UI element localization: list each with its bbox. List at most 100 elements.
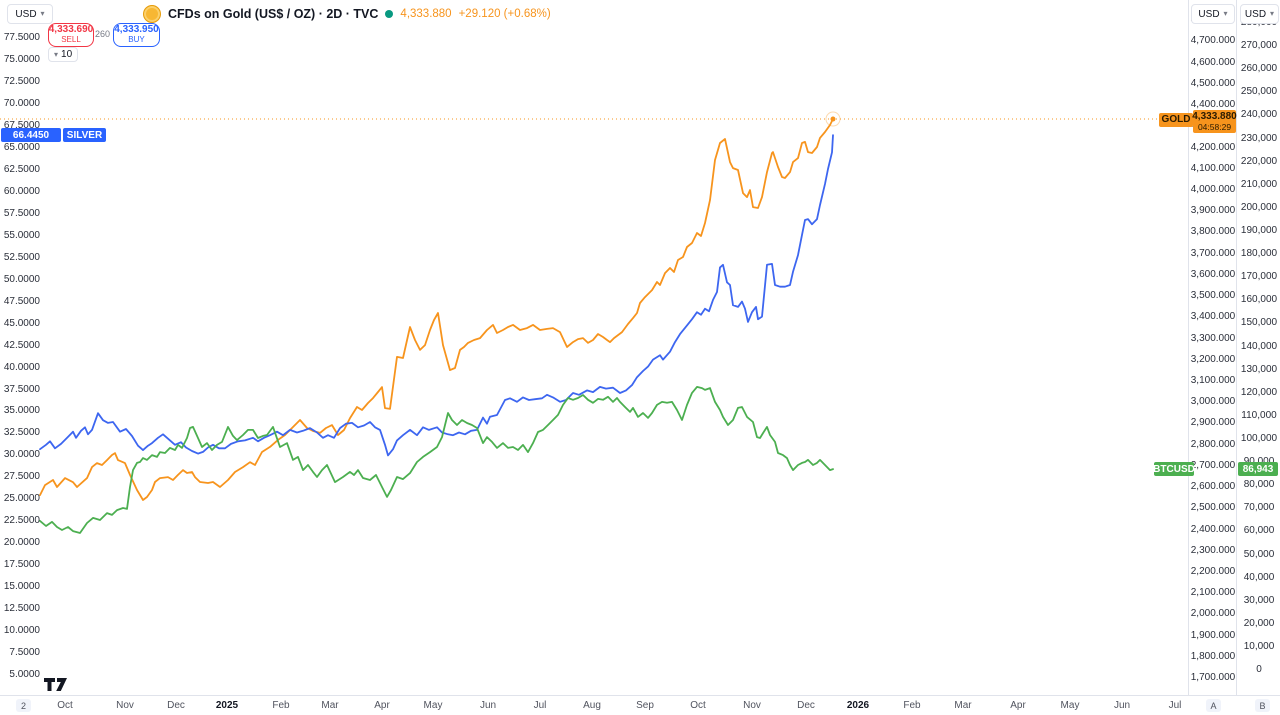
spread-value: 260 [94, 29, 111, 39]
gold-axis-tick-label: 4,200.000 [1190, 141, 1236, 153]
gold-axis-tick-label: 2,400.000 [1190, 523, 1236, 535]
silver-axis-tick-label: 65.0000 [3, 141, 40, 153]
time-axis-label: Apr [374, 700, 390, 711]
silver-axis-tick-label: 67.5000 [3, 120, 40, 131]
btc-axis-tick-label: 250,000 [1240, 86, 1278, 98]
gold-last-point-marker [830, 116, 836, 122]
btc-scale-currency-button[interactable]: USD ▾ [1240, 4, 1279, 24]
silver-axis-tick-label: 10.0000 [3, 625, 40, 637]
gold-axis-tick-label: 4,000.000 [1190, 183, 1236, 195]
silver-series-line[interactable] [39, 134, 834, 457]
time-axis-label: Aug [583, 700, 601, 711]
left-scale-currency-button[interactable]: USD ▾ [7, 4, 53, 24]
time-axis-label: Oct [690, 700, 706, 711]
btc-axis-tick-label: 110,000 [1241, 409, 1277, 421]
btc-axis-tick-label: 40,000 [1243, 571, 1275, 583]
gold-axis-tick-label: 2,700.000 [1190, 459, 1236, 471]
buy-button[interactable]: 4,333.950 BUY [113, 23, 160, 47]
silver-axis-tick-label: 25.0000 [3, 493, 40, 505]
btc-axis-tick-label: 90,000 [1237, 457, 1280, 467]
silver-axis-tick-label: 47.5000 [3, 295, 40, 307]
btc-axis-tick-label: 20,000 [1243, 617, 1275, 629]
time-axis-label: May [423, 700, 443, 711]
left-scale-currency-label: USD [15, 8, 37, 20]
time-axis-label: Feb [903, 700, 921, 711]
gold-axis-tick-label: 2,100.000 [1190, 587, 1236, 599]
gold-axis-tick-label: 2,300.000 [1190, 544, 1236, 556]
price-change: +29.120 (+0.68%) [458, 8, 551, 20]
gold-axis-tick-label: 4,100.000 [1190, 162, 1236, 174]
gold-axis-tick-label: 3,800.000 [1190, 226, 1236, 238]
btc-axis-tick-label: 260,000 [1240, 63, 1278, 75]
gold-axis-tick-label: 4,700.000 [1190, 35, 1236, 47]
silver-axis-tick-label: 50.0000 [3, 273, 40, 285]
silver-axis-tick-label: 70.0000 [3, 98, 40, 109]
silver-axis-tick-label: 35.0000 [3, 405, 40, 417]
silver-symbol-label[interactable]: SILVER [63, 128, 106, 143]
time-axis-label: 2026 [846, 700, 870, 711]
time-axis-label: Oct [57, 700, 73, 711]
btc-axis-tick-label: 150,000 [1240, 317, 1278, 329]
gold-scale-currency-label: USD [1198, 8, 1220, 20]
gold-axis-tick-label: 1,900.000 [1190, 629, 1236, 641]
btc-symbol-label[interactable]: BTCUSD [1153, 462, 1195, 477]
btc-axis-tick-label: 160,000 [1240, 294, 1278, 306]
btc-price-label: 86,943 [1238, 462, 1278, 477]
time-axis-label: Jun [479, 700, 497, 711]
timezone-button[interactable]: 2 [16, 699, 31, 712]
btc-axis-tick-label: 220,000 [1240, 155, 1278, 167]
symbol-title[interactable]: CFDs on Gold (US$ / OZ) · 2D · TVC [168, 7, 379, 21]
silver-axis-tick-label: 15.0000 [3, 581, 40, 593]
gold-countdown-timer: 04:58:29 [1197, 121, 1232, 132]
gold-symbol-label[interactable]: GOLD [1159, 112, 1193, 127]
time-axis-label: Nov [743, 700, 761, 711]
silver-axis-tick-label: 5.0000 [9, 669, 40, 680]
chevron-down-icon: ▾ [54, 50, 59, 59]
market-status-icon[interactable] [385, 10, 394, 18]
silver-axis-tick-label: 22.5000 [3, 515, 40, 527]
price-chart-canvas[interactable] [0, 0, 1188, 695]
chevron-down-icon: ▾ [40, 9, 45, 18]
gold-scale-currency-button[interactable]: USD ▾ [1191, 4, 1235, 24]
scale-a-button[interactable]: A [1206, 699, 1221, 712]
gold-axis-tick-label: 2,500.000 [1190, 502, 1236, 514]
gold-axis-tick-label: 3,900.000 [1190, 205, 1236, 217]
sell-button[interactable]: 4,333.690 SELL [48, 23, 94, 47]
silver-axis-tick-label: 45.0000 [3, 317, 40, 329]
btc-axis-tick-label: 180,000 [1240, 248, 1278, 259]
left-price-scale-silver[interactable]: 5.0000 7.5000 10.0000 12.5000 15.0000 17.5000… [0, 0, 45, 695]
time-axis-label: Jul [533, 700, 547, 711]
btc-axis-tick-label: 0 [1256, 664, 1262, 675]
silver-axis-tick-label: 7.5000 [9, 647, 40, 658]
quantity-selector[interactable]: ▾ 10 [48, 47, 79, 62]
gold-axis-tick-label: 4,600.000 [1190, 56, 1236, 68]
gold-series-line[interactable] [39, 118, 834, 501]
btc-axis-tick-label: 50,000 [1243, 548, 1275, 560]
silver-axis-tick-label: 32.5000 [3, 427, 40, 439]
silver-axis-tick-label: 12.5000 [3, 603, 40, 615]
btc-axis-tick-label: 10,000 [1243, 640, 1275, 652]
time-axis-label: Jun [1113, 700, 1131, 711]
btc-axis-tick-label: 190,000 [1240, 224, 1278, 236]
silver-price-label: 66.4450 [1, 128, 61, 143]
scale-b-button[interactable]: B [1255, 699, 1270, 712]
btc-axis-tick-label: 100,000 [1240, 432, 1278, 444]
tradingview-logo[interactable] [44, 676, 72, 693]
gold-axis-tick-label: 2,000.000 [1190, 608, 1236, 620]
time-axis[interactable]: 2 A B Oct Nov Dec 2025 Feb Mar Apr May Jun Jul Aug… [0, 695, 1280, 715]
time-axis-label: Feb [272, 700, 290, 711]
right-price-scale-gold[interactable]: 1,700.000 1,800.000 1,900.000 2,000.000 2,10… [1188, 0, 1237, 695]
time-axis-label: Mar [954, 700, 972, 711]
right-price-scale-btc[interactable]: 0 10,000 20,000 30,000 40,000 50,000 60,000 70,… [1236, 0, 1280, 695]
gold-axis-tick-label: 3,200.000 [1190, 353, 1236, 365]
gold-axis-tick-label: 3,300.000 [1190, 332, 1236, 344]
time-axis-label: Nov [116, 700, 134, 711]
btc-axis-tick-label: 210,000 [1240, 178, 1278, 190]
gold-price-value: 4,333.880 [1192, 110, 1237, 122]
silver-axis-tick-label: 30.0000 [3, 449, 40, 461]
quantity-value: 10 [61, 49, 73, 60]
gold-coin-icon [143, 5, 161, 23]
btc-axis-tick-label: 80,000 [1243, 479, 1275, 491]
btcusd-series-line[interactable] [39, 385, 834, 534]
btc-axis-tick-label: 240,000 [1240, 109, 1278, 121]
